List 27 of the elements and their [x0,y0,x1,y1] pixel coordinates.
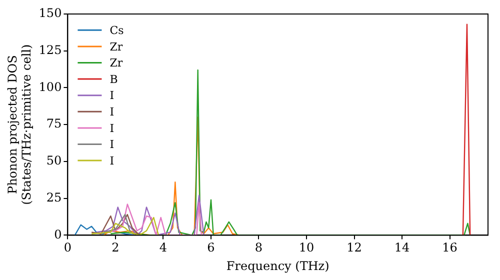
legend-label: Zr [110,40,124,54]
x-tick-label: 6 [207,240,215,255]
legend-label: I [110,154,114,168]
y-tick-label: 100 [38,80,62,94]
y-tick-label: 50 [46,154,62,168]
x-axis-title: Frequency (THz) [226,258,330,273]
legend-label: I [110,89,114,102]
x-tick-label: 14 [394,240,410,255]
legend-label: I [110,138,114,152]
x-tick-label: 10 [298,240,314,255]
y-tick-label: 0 [54,227,62,242]
y-tick-label: 125 [38,42,62,57]
y-axis-title: Phonon projected DOS (States/THz·primitive cell) [5,44,34,205]
x-tick-label: 8 [254,240,263,255]
x-tick-label: 2 [112,240,120,255]
y-tick-label: 25 [46,190,62,204]
x-tick-label: 16 [442,240,458,255]
legend-label: I [110,106,114,119]
legend-label: B [110,72,118,86]
legend-label: Zr [110,56,124,70]
x-tick-label: 12 [346,240,362,255]
y-tick-label: 75 [46,116,62,131]
x-tick-label: 4 [159,240,168,255]
legend-label: I [110,122,114,135]
legend-label: Cs [110,24,124,38]
x-tick-label: 0 [64,240,72,255]
y-tick-label: 150 [38,6,62,20]
